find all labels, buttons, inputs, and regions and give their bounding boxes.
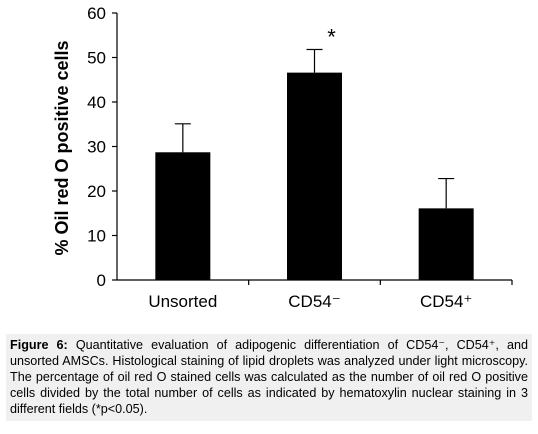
bar-chart: 0 10 20 30 40 50 60 Unsorted * CD54⁻ CD54⁺ % Oil r…	[52, 4, 513, 311]
bar	[287, 72, 342, 280]
y-tick-label: 50	[87, 49, 106, 68]
y-axis-label: % Oil red O positive cells	[52, 40, 72, 255]
y-tick-label: 30	[87, 138, 106, 157]
y-tick-label: 20	[87, 182, 106, 201]
bar-series	[155, 72, 474, 280]
bar	[418, 208, 474, 280]
x-tick-label: CD54⁺	[420, 292, 472, 311]
chart-labels: 0 10 20 30 40 50 60 Unsorted * CD54⁻ CD54⁺	[87, 4, 472, 311]
bar	[155, 152, 211, 280]
caption-label: Figure 6:	[10, 338, 68, 352]
y-tick-label: 10	[87, 227, 106, 246]
significance-marker: *	[327, 24, 336, 49]
y-tick-label: 60	[87, 4, 106, 23]
x-tick-label: Unsorted	[148, 292, 217, 311]
error-bar-series	[174, 48, 455, 209]
y-tick-label: 0	[97, 271, 106, 290]
y-tick-label: 40	[87, 93, 106, 112]
caption-text: Quantitative evaluation of adipogenic di…	[10, 338, 528, 416]
x-tick-label: CD54⁻	[288, 292, 340, 311]
figure-caption: Figure 6: Quantitative evaluation of adi…	[6, 334, 532, 421]
